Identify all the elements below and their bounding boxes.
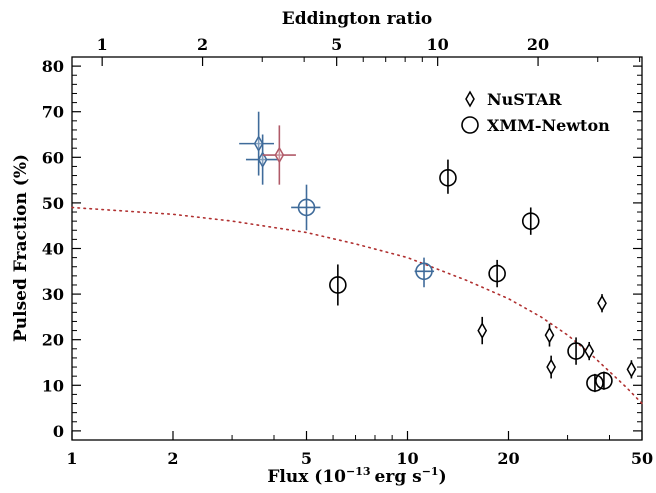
diamond-marker <box>626 360 637 378</box>
x-axis-title: Flux (10−13 erg s−1) <box>267 465 446 487</box>
x-tick-label: 50 <box>631 449 653 468</box>
xmm-point <box>521 207 540 235</box>
plot-frame <box>71 56 643 441</box>
circle-marker <box>567 342 585 360</box>
model-curve <box>71 206 643 405</box>
legend-label: XMM-Newton <box>487 116 610 135</box>
nustar-point <box>544 323 555 347</box>
circle-marker <box>329 276 347 294</box>
diamond-marker <box>546 358 556 376</box>
nustar-point <box>626 360 637 379</box>
y-tick-label: 20 <box>42 331 64 350</box>
y-tick-label: 30 <box>42 285 64 304</box>
circle-marker <box>439 169 457 187</box>
nustar-point <box>546 355 556 379</box>
top-tick-label: 1 <box>97 35 108 54</box>
diamond-marker <box>477 322 488 340</box>
y-tick-label: 60 <box>42 148 64 167</box>
top-tick-label: 2 <box>197 35 208 54</box>
top-tick-label: 5 <box>331 35 342 54</box>
y-tick-label: 10 <box>42 376 64 395</box>
xmm-point <box>595 371 613 390</box>
nustar-point <box>477 316 488 345</box>
xmm-point <box>567 337 585 365</box>
xmm-point <box>414 257 435 288</box>
circle-marker <box>521 212 540 230</box>
xmm-point <box>586 373 604 393</box>
nustar-point <box>584 341 595 361</box>
y-tick-label: 0 <box>53 422 64 441</box>
y-tick-label: 40 <box>42 240 64 259</box>
top-tick-label: 20 <box>527 35 549 54</box>
nustar-point <box>245 134 278 185</box>
x-tick-label: 5 <box>301 449 312 468</box>
y-tick-label: 80 <box>42 57 64 76</box>
x-tick-label: 2 <box>167 449 178 468</box>
y-tick-label: 70 <box>42 103 64 122</box>
y-tick-label: 50 <box>42 194 64 213</box>
legend-circle-marker <box>461 116 479 134</box>
x-tick-label: 1 <box>66 449 77 468</box>
top-tick-label: 10 <box>427 35 449 54</box>
xmm-point <box>329 264 347 306</box>
circle-marker <box>595 371 613 390</box>
axis-ticks: 1 2 5 10 20 50 1 2 5 10 20 0 10 20 30 40 50 60 70 80 <box>42 35 653 468</box>
circle-marker <box>488 264 506 283</box>
circle-marker <box>415 262 433 281</box>
xmm-point <box>439 159 457 194</box>
diamond-marker <box>257 151 268 169</box>
top-axis-title: Eddington ratio <box>282 9 433 29</box>
diamond-marker <box>597 294 607 312</box>
xmm-point <box>291 184 321 231</box>
model-curve-group <box>71 206 643 405</box>
nustar-point <box>262 125 296 185</box>
diamond-marker <box>544 326 555 344</box>
xmm-point <box>488 259 506 288</box>
diamond-marker <box>253 135 264 153</box>
legend-label: NuSTAR <box>487 90 562 109</box>
diamond-marker <box>584 342 595 360</box>
circle-marker <box>297 198 316 217</box>
x-tick-label: 10 <box>396 449 418 468</box>
data-points <box>239 111 637 393</box>
nustar-point <box>597 294 607 313</box>
nustar-point <box>239 111 274 176</box>
legend: NuSTAR XMM-Newton <box>461 90 610 135</box>
x-tick-label: 20 <box>497 449 519 468</box>
diamond-marker <box>274 146 285 164</box>
legend-diamond-marker <box>465 90 475 108</box>
circle-marker <box>586 374 604 392</box>
y-axis-title: Pulsed Fraction (%) <box>11 154 31 342</box>
